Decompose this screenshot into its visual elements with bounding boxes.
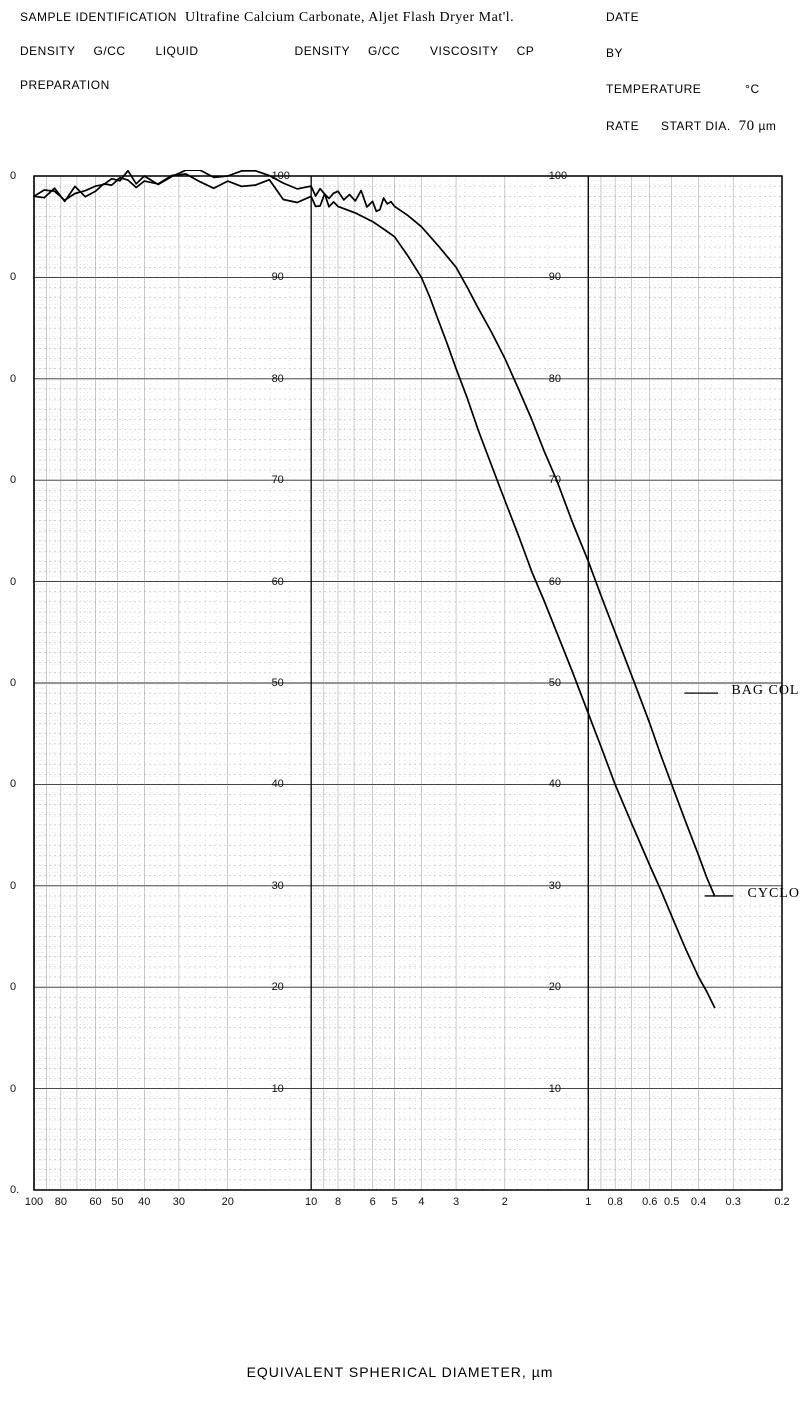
tick-label: 0 [10, 880, 16, 892]
density-unit: g/cc [94, 44, 126, 58]
start-dia-value: 70 [739, 118, 755, 134]
tick-label: 2 [502, 1196, 508, 1208]
liquid-label: LIQUID [156, 44, 199, 58]
tick-label: 60 [89, 1196, 101, 1208]
tick-label: 0 [10, 981, 16, 993]
tick-label: 10 [549, 1083, 561, 1095]
tick-label: 80 [272, 373, 284, 385]
tick-label: 0 [10, 271, 16, 283]
tick-label: 0.4 [691, 1196, 706, 1208]
tick-label: 0.2 [774, 1196, 789, 1208]
tick-label: 90 [272, 271, 284, 283]
tick-label: 0 [10, 576, 16, 588]
tick-label: 40 [138, 1196, 150, 1208]
tick-label: 20 [549, 981, 561, 993]
tick-label: 5 [392, 1196, 398, 1208]
temperature-label: TEMPERATURE [606, 82, 701, 96]
tick-label: 0 [10, 474, 16, 486]
tick-label: 6 [370, 1196, 376, 1208]
form-right-column: DATE BY TEMPERATURE °C RATE START DIA. 70… [606, 10, 776, 157]
tick-label: 0 [10, 677, 16, 689]
series-label: BAG COLL. [731, 683, 800, 699]
tick-label: 10 [305, 1196, 317, 1208]
chart-svg [10, 170, 790, 1230]
tick-label: 0 [10, 778, 16, 790]
tick-label: 40 [272, 778, 284, 790]
by-label: BY [606, 46, 776, 60]
x-axis-label: EQUIVALENT SPHERICAL DIAMETER, µm [0, 1364, 800, 1380]
tick-label: 90 [549, 271, 561, 283]
date-label: DATE [606, 10, 776, 24]
particle-size-chart: 0. 0 0 0 0 0 0 0 0 0 0 10 10 20 20 30 30 40 40 50 50 60 60 70 70… [10, 170, 790, 1230]
tick-label: 80 [549, 373, 561, 385]
viscosity-unit: cp [517, 44, 535, 58]
tick-label: 0.3 [726, 1196, 741, 1208]
tick-label: 1 [585, 1196, 591, 1208]
tick-label: 3 [453, 1196, 459, 1208]
tick-label: 10 [272, 1083, 284, 1095]
tick-label: 50 [111, 1196, 123, 1208]
tick-label: 50 [272, 677, 284, 689]
tick-label: 0. [10, 1184, 19, 1196]
tick-label: 30 [173, 1196, 185, 1208]
start-dia-label: START DIA. [661, 119, 731, 133]
tick-label: 100 [549, 170, 567, 182]
tick-label: 0 [10, 373, 16, 385]
preparation-label: Preparation [20, 78, 110, 92]
tick-label: 0.8 [607, 1196, 622, 1208]
tick-label: 0.6 [642, 1196, 657, 1208]
tick-label: 70 [272, 474, 284, 486]
start-dia-unit: µm [759, 119, 777, 133]
sample-id-label: SAMPLE IDENTIFICATION [20, 10, 177, 24]
tick-label: 40 [549, 778, 561, 790]
density2-label: Density [295, 44, 351, 58]
tick-label: 80 [55, 1196, 67, 1208]
tick-label: 4 [418, 1196, 424, 1208]
tick-label: 0 [10, 1083, 16, 1095]
tick-label: 30 [272, 880, 284, 892]
density-label: Density [20, 44, 76, 58]
sample-id-value: Ultrafine Calcium Carbonate, Aljet Flash… [185, 10, 514, 26]
viscosity-label: Viscosity [430, 44, 499, 58]
tick-label: 30 [549, 880, 561, 892]
tick-label: 70 [549, 474, 561, 486]
tick-label: 0.5 [664, 1196, 679, 1208]
rate-label: RATE [606, 119, 639, 133]
density2-unit: g/cc [368, 44, 400, 58]
tick-label: 60 [549, 576, 561, 588]
temperature-unit: °C [745, 82, 759, 96]
tick-label: 100 [25, 1196, 43, 1208]
tick-label: 20 [222, 1196, 234, 1208]
tick-label: 60 [272, 576, 284, 588]
tick-label: 50 [549, 677, 561, 689]
tick-label: 8 [335, 1196, 341, 1208]
series-label: CYCLONE COLL. [748, 886, 800, 902]
tick-label: 0 [10, 170, 16, 182]
tick-label: 20 [272, 981, 284, 993]
tick-label: 100 [272, 170, 290, 182]
